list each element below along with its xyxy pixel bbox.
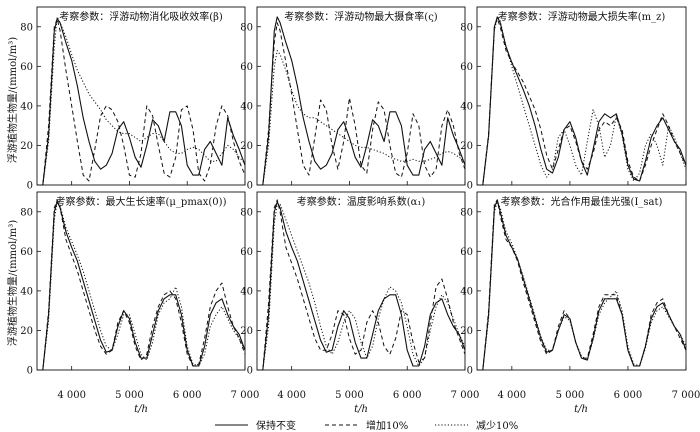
panel-title: 考察参数：浮游动物消化吸收效率(β) [59,10,223,23]
panel-frame [256,191,466,371]
y-tick-label: 20 [240,141,253,152]
legend-label-solid: 保持不变 [256,419,296,432]
y-tick-label: 20 [20,326,33,337]
panel-title: 考察参数：浮游动物最大损失率(m_z) [498,10,666,23]
legend: 保持不变 增加10% 减少10% [215,419,518,432]
y-tick-label: 60 [20,247,33,258]
panel-5: 考察参数：温度影响系数(α₁) 0 20 40 60 80 4 000 5 000 6 000 7… [240,191,480,401]
x-tick-label: 4 000 [498,390,527,401]
x-tick-label: 6 000 [393,390,422,401]
y-tick-label: 20 [460,141,473,152]
x-axis-label-2: t/h [354,404,368,415]
x-tick-label: 6 000 [173,390,202,401]
series-line-solid [37,18,246,186]
series-line-solid [257,16,466,186]
panel-frame [36,191,246,371]
y-tick-label: 60 [240,62,253,73]
x-tick-label: 5 000 [335,390,364,401]
x-tick-label: 4 000 [277,390,306,401]
y-tick-label: 40 [20,101,33,112]
x-tick-label: 7 000 [231,390,260,401]
y-tick-label: 80 [240,22,253,33]
panel-frame [476,191,687,371]
y-tick-label: 60 [460,247,473,258]
y-tick-label: 80 [460,22,473,33]
y-tick-label: 0 [247,181,253,192]
series-line-dotted [37,16,246,186]
y-tick-label: 40 [240,101,253,112]
y-tick-label: 20 [460,326,473,337]
series-line-dotted [257,203,466,371]
x-tick-label: 5 000 [556,390,585,401]
y-tick-label: 40 [240,286,253,297]
y-axis-labels: 浮游植物生物量/(mmol/m³) 浮游植物生物量/(mmol/m³) [6,37,19,346]
series-line-dotted [257,50,466,186]
y-tick-label: 20 [20,141,33,152]
series-line-dotted [37,201,246,371]
y-tick-label: 80 [240,207,253,218]
x-tick-label: 7 000 [451,390,480,401]
panel-2: 考察参数：浮游动物最大摄食率(ς) 0 20 40 60 80 [240,6,466,192]
panel-3: 考察参数：浮游动物最大损失率(m_z) 0 20 40 60 80 [460,6,687,192]
series-line-solid [477,199,687,371]
y-tick-label: 60 [240,247,253,258]
y-tick-label: 60 [20,62,33,73]
panel-1: 考察参数：浮游动物消化吸收效率(β) 0 20 40 60 80 [20,6,246,192]
series-line-solid [37,201,246,371]
series-line-dashed [257,199,466,371]
series-line-dashed [477,199,687,371]
x-axis-labels: t/h t/h t/h [134,404,588,415]
y-tick-label: 0 [27,366,33,377]
series-line-dashed [37,18,246,186]
y-tick-label: 80 [20,22,33,33]
x-tick-label: 7 000 [672,390,700,401]
y-tick-label: 0 [467,181,473,192]
panels: 考察参数：浮游动物消化吸收效率(β)020406080考察参数：浮游动物最大摄食… [20,6,700,401]
y-tick-label: 80 [460,207,473,218]
x-axis-label-3: t/h [574,404,588,415]
series-line-solid [477,16,687,186]
panel-4: 考察参数：最大生长速率(μ_pmax(0)) 0 20 40 60 80 4 000 5 00… [20,191,260,401]
y-tick-label: 0 [247,366,253,377]
panel-title: 考察参数：温度影响系数(α₁) [297,195,426,208]
y-tick-label: 40 [460,101,473,112]
panel-6: 考察参数：光合作用最佳光强(I_sat) 0 20 40 60 80 4 000 5 000 6… [460,191,700,401]
panel-frame [36,6,246,186]
series-line-dashed [477,18,687,186]
series-line-dashed [37,199,246,371]
panel-frame [256,6,466,186]
y-axis-label-top: 浮游植物生物量/(mmol/m³) [6,37,19,163]
legend-label-dotted: 减少10% [476,420,518,432]
panel-title: 考察参数：最大生长速率(μ_pmax(0)) [56,195,227,208]
y-tick-label: 40 [20,286,33,297]
y-axis-label-bottom: 浮游植物生物量/(mmol/m³) [6,220,19,346]
y-tick-label: 20 [240,326,253,337]
panel-frame [476,6,687,186]
y-tick-label: 60 [460,62,473,73]
panel-title: 考察参数：光合作用最佳光强(I_sat) [501,195,663,208]
series-line-dashed [257,22,466,186]
panel-title: 考察参数：浮游动物最大摄食率(ς) [284,10,438,23]
x-tick-label: 5 000 [115,390,144,401]
y-tick-label: 80 [20,207,33,218]
y-tick-label: 40 [460,286,473,297]
x-axis-label-1: t/h [134,404,148,415]
series-line-solid [257,201,466,371]
legend-label-dashed: 增加10% [366,419,408,432]
x-tick-label: 4 000 [57,390,86,401]
y-tick-label: 0 [27,181,33,192]
y-tick-label: 0 [467,366,473,377]
x-tick-label: 6 000 [614,390,643,401]
series-line-dotted [477,201,687,371]
